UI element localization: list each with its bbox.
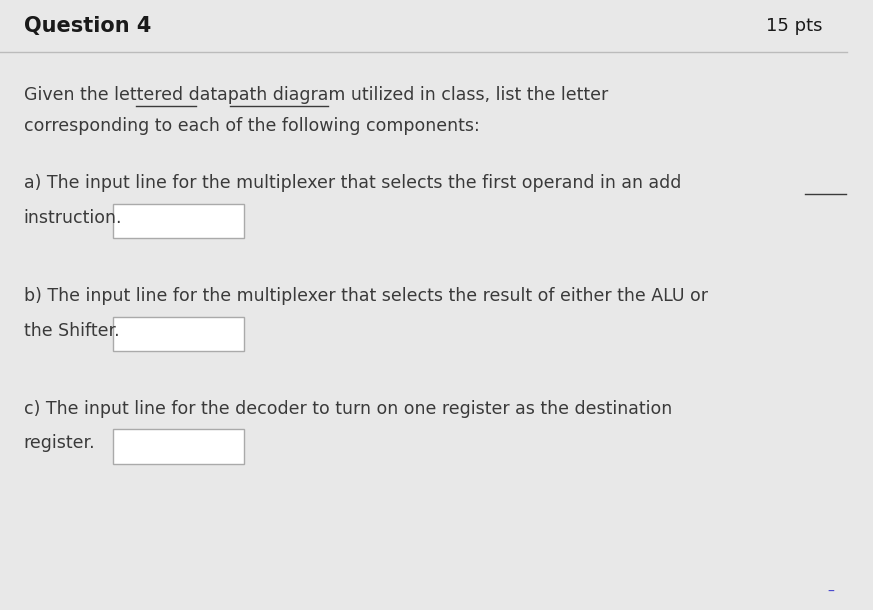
FancyBboxPatch shape bbox=[113, 204, 244, 238]
FancyBboxPatch shape bbox=[113, 429, 244, 464]
Text: the Shifter.: the Shifter. bbox=[24, 321, 120, 340]
Text: Question 4: Question 4 bbox=[24, 16, 151, 36]
Text: instruction.: instruction. bbox=[24, 209, 122, 227]
Text: b) The input line for the multiplexer that selects the result of either the ALU : b) The input line for the multiplexer th… bbox=[24, 287, 708, 305]
Text: Given the lettered datapath diagram utilized in class, list the letter: Given the lettered datapath diagram util… bbox=[24, 85, 608, 104]
Text: a) The input line for the multiplexer that selects the first operand in an add: a) The input line for the multiplexer th… bbox=[24, 174, 681, 192]
Text: c) The input line for the decoder to turn on one register as the destination: c) The input line for the decoder to tur… bbox=[24, 400, 672, 418]
Text: 15 pts: 15 pts bbox=[766, 17, 823, 35]
FancyBboxPatch shape bbox=[0, 0, 847, 52]
Text: –: – bbox=[827, 585, 834, 598]
FancyBboxPatch shape bbox=[113, 317, 244, 351]
Text: corresponding to each of the following components:: corresponding to each of the following c… bbox=[24, 117, 479, 135]
Text: register.: register. bbox=[24, 434, 95, 453]
